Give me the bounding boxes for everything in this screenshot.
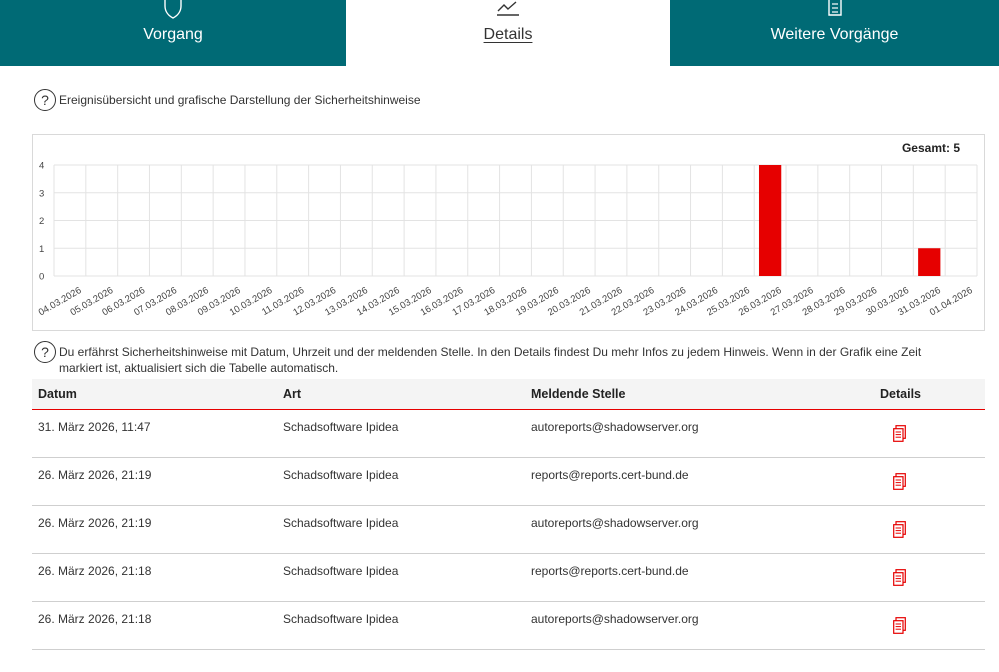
cell-art: Schadsoftware Ipidea: [283, 612, 399, 626]
tab-weitere-vorgaenge[interactable]: Weitere Vorgänge: [670, 0, 999, 66]
table-header: Datum Art Meldende Stelle Details: [32, 379, 985, 410]
table-row[interactable]: 31. März 2026, 11:47 Schadsoftware Ipidea…: [32, 410, 985, 458]
help-icon[interactable]: ?: [34, 89, 56, 111]
events-table: Datum Art Meldende Stelle Details 31. Mä…: [32, 379, 985, 650]
cell-datum: 26. März 2026, 21:18: [38, 612, 152, 626]
cell-datum: 26. März 2026, 21:18: [38, 564, 152, 578]
help-icon[interactable]: ?: [34, 341, 56, 363]
chart-bar[interactable]: [758, 165, 782, 276]
table-body: 31. März 2026, 11:47 Schadsoftware Ipidea…: [32, 410, 985, 650]
cell-art: Schadsoftware Ipidea: [283, 420, 399, 434]
tab-label: Vorgang: [143, 26, 203, 43]
header-details: Details: [880, 387, 921, 401]
table-help-text: Du erfährst Sicherheitshinweise mit Datu…: [59, 345, 922, 375]
y-tick-label: 3: [39, 188, 44, 199]
tab-label: Details: [483, 26, 533, 43]
header-art[interactable]: Art: [283, 387, 302, 401]
document-copy-icon[interactable]: [893, 569, 906, 586]
table-row[interactable]: 26. März 2026, 21:18 Schadsoftware Ipidea…: [32, 602, 985, 650]
table-row[interactable]: 26. März 2026, 21:19 Schadsoftware Ipidea…: [32, 458, 985, 506]
events-chart[interactable]: Gesamt: 5 0 1 2 3 4 04.03.2026 05.03.2026 06.03…: [32, 134, 985, 331]
document-copy-icon[interactable]: [893, 521, 906, 538]
header-meldende-stelle[interactable]: Meldende Stelle: [531, 387, 626, 401]
tab-bar: Vorgang Details Weitere Vorgänge: [0, 0, 999, 66]
document-copy-icon[interactable]: [893, 425, 906, 442]
cell-datum: 26. März 2026, 21:19: [38, 468, 152, 482]
tab-label: Weitere Vorgänge: [770, 26, 899, 43]
shield-icon: [164, 0, 182, 19]
y-tick-label: 2: [39, 216, 44, 227]
document-icon: [827, 0, 842, 16]
cell-art: Schadsoftware Ipidea: [283, 564, 399, 578]
table-row[interactable]: 26. März 2026, 21:18 Schadsoftware Ipidea…: [32, 554, 985, 602]
table-row[interactable]: 26. März 2026, 21:19 Schadsoftware Ipidea…: [32, 506, 985, 554]
chart-help-text: Ereignisübersicht und grafische Darstell…: [59, 93, 421, 107]
chart-svg[interactable]: 0123404.03.202605.03.202606.03.202607.03…: [33, 135, 986, 332]
cell-meldende-stelle: autoreports@shadowserver.org: [531, 612, 699, 626]
header-datum[interactable]: Datum: [38, 387, 77, 401]
chart-line-icon: [497, 1, 519, 16]
document-copy-icon[interactable]: [893, 473, 906, 490]
cell-datum: 31. März 2026, 11:47: [38, 420, 151, 434]
cell-meldende-stelle: autoreports@shadowserver.org: [531, 420, 699, 434]
chart-bar[interactable]: [918, 248, 941, 276]
chart-help: ? Ereignisübersicht und grafische Darste…: [34, 89, 634, 113]
cell-meldende-stelle: reports@reports.cert-bund.de: [531, 468, 689, 482]
y-tick-label: 0: [39, 272, 44, 283]
document-copy-icon[interactable]: [893, 617, 906, 634]
cell-meldende-stelle: autoreports@shadowserver.org: [531, 516, 699, 530]
tab-vorgang[interactable]: Vorgang: [0, 0, 346, 66]
y-tick-label: 4: [39, 161, 44, 172]
cell-art: Schadsoftware Ipidea: [283, 468, 399, 482]
tab-details[interactable]: Details: [346, 0, 670, 66]
cell-art: Schadsoftware Ipidea: [283, 516, 399, 530]
table-help: ? Du erfährst Sicherheitshinweise mit Da…: [34, 341, 964, 381]
y-tick-label: 1: [39, 244, 44, 255]
chart-total: Gesamt: 5: [901, 141, 960, 155]
cell-meldende-stelle: reports@reports.cert-bund.de: [531, 564, 689, 578]
cell-datum: 26. März 2026, 21:19: [38, 516, 152, 530]
